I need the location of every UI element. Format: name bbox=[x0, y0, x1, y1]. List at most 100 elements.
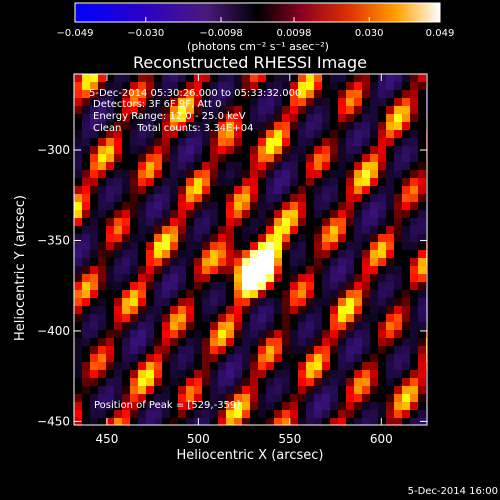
heatmap-cell bbox=[410, 74, 418, 82]
heatmap-cell bbox=[194, 130, 202, 138]
heatmap-cell bbox=[106, 322, 114, 330]
heatmap-cell bbox=[386, 394, 394, 402]
heatmap-cell bbox=[226, 402, 234, 410]
heatmap-cell bbox=[162, 146, 170, 154]
heatmap-cell bbox=[90, 298, 98, 306]
heatmap-cell bbox=[138, 130, 146, 138]
heatmap-cell bbox=[194, 298, 202, 306]
heatmap-cell bbox=[306, 258, 314, 266]
heatmap-cell bbox=[290, 194, 298, 202]
heatmap-cell bbox=[362, 130, 370, 138]
heatmap-cell bbox=[82, 234, 90, 242]
heatmap-cell bbox=[338, 106, 346, 114]
heatmap-cell bbox=[210, 122, 218, 130]
heatmap-cell bbox=[362, 74, 370, 82]
heatmap-cell bbox=[114, 258, 122, 266]
heatmap-cell bbox=[306, 146, 314, 154]
heatmap-cell bbox=[266, 378, 274, 386]
heatmap-cell bbox=[130, 234, 138, 242]
heatmap-cell bbox=[346, 106, 354, 114]
heatmap-cell bbox=[226, 234, 234, 242]
heatmap-cell bbox=[130, 346, 138, 354]
colorbar bbox=[74, 2, 441, 23]
heatmap-cell bbox=[106, 290, 114, 298]
heatmap-cell bbox=[98, 170, 106, 178]
heatmap-cell bbox=[98, 410, 106, 418]
heatmap-cell bbox=[418, 258, 426, 266]
heatmap-cell bbox=[378, 226, 386, 234]
heatmap-cell bbox=[354, 226, 362, 234]
heatmap-cell bbox=[394, 178, 402, 186]
heatmap-cell bbox=[146, 410, 154, 418]
heatmap-cell bbox=[402, 266, 410, 274]
heatmap-cell bbox=[322, 226, 330, 234]
heatmap-cell bbox=[306, 362, 314, 370]
heatmap-cell bbox=[354, 354, 362, 362]
heatmap-cell bbox=[234, 346, 242, 354]
heatmap-cell bbox=[130, 242, 138, 250]
heatmap-cell bbox=[362, 290, 370, 298]
heatmap-cell bbox=[74, 346, 82, 354]
heatmap-cell bbox=[394, 362, 402, 370]
heatmap-cell bbox=[74, 250, 82, 258]
heatmap-cell bbox=[130, 290, 138, 298]
heatmap-cell bbox=[314, 306, 322, 314]
heatmap-cell bbox=[354, 330, 362, 338]
heatmap-cell bbox=[74, 322, 82, 330]
heatmap-cell bbox=[306, 298, 314, 306]
heatmap-cell bbox=[258, 210, 266, 218]
heatmap-cell bbox=[306, 250, 314, 258]
heatmap-cell bbox=[258, 90, 266, 98]
heatmap-cell bbox=[274, 74, 282, 82]
heatmap-cell bbox=[282, 258, 290, 266]
heatmap-cell bbox=[378, 122, 386, 130]
heatmap-cell bbox=[298, 98, 306, 106]
heatmap-cell bbox=[74, 282, 82, 290]
heatmap-cell bbox=[210, 146, 218, 154]
heatmap-cell bbox=[202, 362, 210, 370]
heatmap-cell bbox=[386, 114, 394, 122]
heatmap-cell bbox=[274, 218, 282, 226]
heatmap-cell bbox=[378, 90, 386, 98]
heatmap-cell bbox=[418, 378, 426, 386]
heatmap-cell bbox=[418, 250, 426, 258]
heatmap-cell bbox=[218, 138, 226, 146]
heatmap-cell bbox=[314, 178, 322, 186]
heatmap-cell bbox=[98, 74, 106, 82]
heatmap-cell bbox=[218, 258, 226, 266]
heatmap-cell bbox=[114, 330, 122, 338]
heatmap-cell bbox=[138, 210, 146, 218]
heatmap-cell bbox=[218, 402, 226, 410]
heatmap-cell bbox=[354, 170, 362, 178]
heatmap-cell bbox=[346, 354, 354, 362]
heatmap-cell bbox=[98, 226, 106, 234]
heatmap-cell bbox=[90, 178, 98, 186]
heatmap-cell bbox=[74, 210, 82, 218]
heatmap-cell bbox=[242, 362, 250, 370]
heatmap-cell bbox=[98, 122, 106, 130]
heatmap-cell bbox=[402, 394, 410, 402]
heatmap-cell bbox=[346, 306, 354, 314]
heatmap-cell bbox=[162, 282, 170, 290]
heatmap-cell bbox=[210, 298, 218, 306]
peak-annotation: Position of Peak = [529,-359] bbox=[94, 400, 240, 411]
heatmap-cell bbox=[90, 386, 98, 394]
heatmap-cell bbox=[282, 322, 290, 330]
heatmap-cell bbox=[234, 170, 242, 178]
heatmap-cell bbox=[154, 154, 162, 162]
heatmap-cell bbox=[226, 122, 234, 130]
heatmap-cell bbox=[266, 306, 274, 314]
heatmap-cell bbox=[410, 306, 418, 314]
heatmap-cell bbox=[298, 330, 306, 338]
heatmap-cell bbox=[234, 210, 242, 218]
heatmap-cell bbox=[218, 266, 226, 274]
heatmap-cell bbox=[122, 290, 130, 298]
heatmap-cell bbox=[90, 282, 98, 290]
heatmap-cell bbox=[170, 202, 178, 210]
heatmap-cell bbox=[122, 98, 130, 106]
heatmap-cell bbox=[82, 218, 90, 226]
heatmap-cell bbox=[218, 106, 226, 114]
heatmap-cell bbox=[274, 98, 282, 106]
heatmap-cell bbox=[202, 354, 210, 362]
heatmap-cell bbox=[298, 306, 306, 314]
